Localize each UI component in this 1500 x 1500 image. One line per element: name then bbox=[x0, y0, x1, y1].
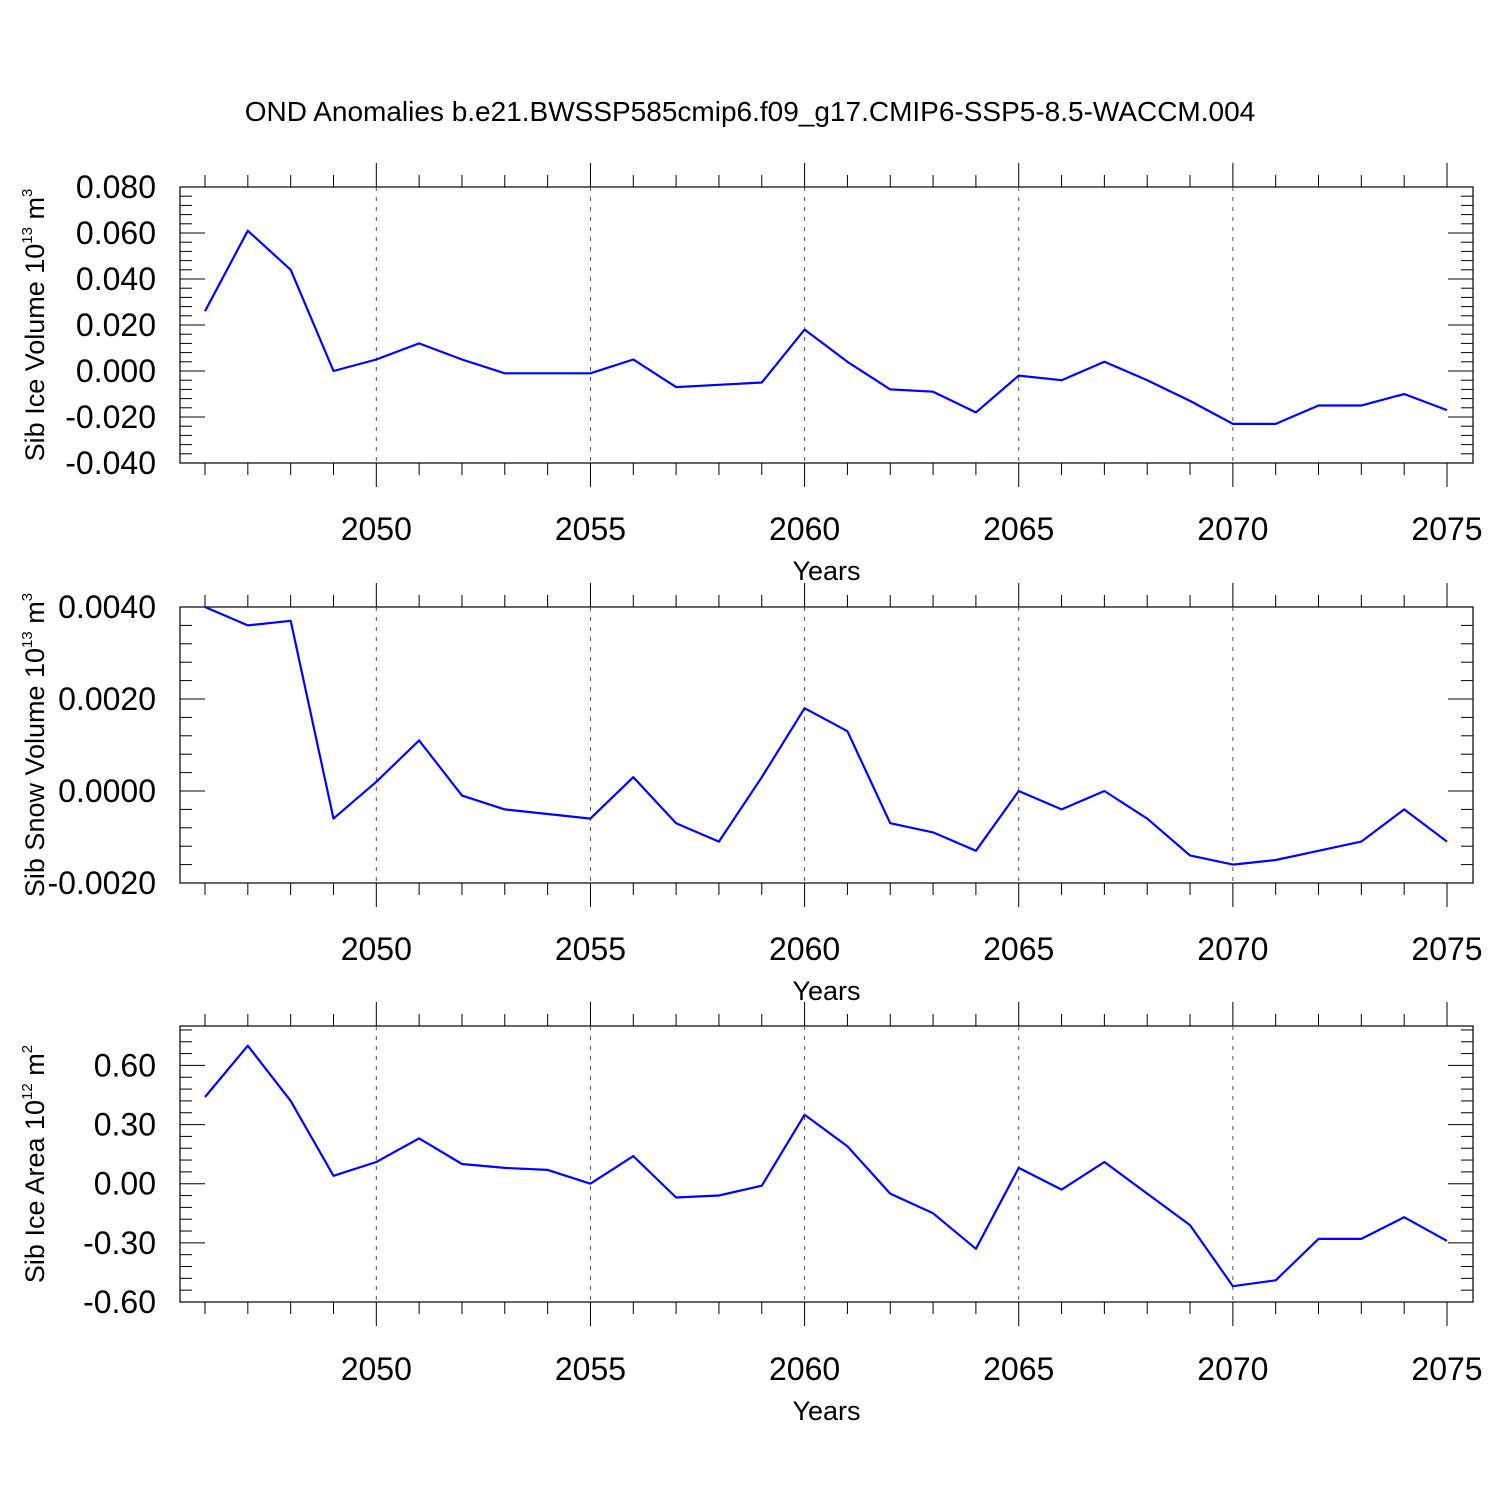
x-tick-label: 2075 bbox=[1411, 1351, 1482, 1387]
chart-panel-3: 0.60 0.30 0.00 -0.30 -0.60 2050 2055 2060 2065 20… bbox=[19, 1002, 1483, 1426]
x-tick-label: 2055 bbox=[555, 511, 626, 547]
plot-frame bbox=[179, 1025, 1474, 1303]
x-tick-label: 2065 bbox=[983, 511, 1054, 547]
x-tick-label: 2075 bbox=[1411, 511, 1482, 547]
y-tick-label: -0.30 bbox=[83, 1225, 156, 1261]
x-tick-label: 2070 bbox=[1197, 931, 1268, 967]
plot-frame bbox=[179, 606, 1474, 884]
y-tick-label: 0.60 bbox=[94, 1047, 156, 1083]
y-tick-label: -0.040 bbox=[65, 445, 156, 481]
y-axis-title: Sib Snow Volume 1013 m3 bbox=[19, 593, 50, 897]
x-axis-title: Years bbox=[792, 556, 860, 586]
chart-panel-2: 0.0040 0.0020 0.0000 -0.0020 2050 2055 2060 206… bbox=[19, 583, 1483, 1006]
y-tick-label: -0.020 bbox=[65, 399, 156, 435]
x-axis-title: Years bbox=[792, 976, 860, 1006]
x-tick-label: 2065 bbox=[983, 931, 1054, 967]
x-tick-label: 2050 bbox=[341, 931, 412, 967]
y-tick-label: 0.040 bbox=[76, 261, 156, 297]
y-tick-label: 0.0000 bbox=[58, 773, 156, 809]
x-tick-label: 2075 bbox=[1411, 931, 1482, 967]
y-tick-label: -0.0020 bbox=[47, 865, 156, 901]
y-tick-label: 0.060 bbox=[76, 215, 156, 251]
y-tick-label: 0.000 bbox=[76, 353, 156, 389]
x-tick-label: 2065 bbox=[983, 1351, 1054, 1387]
y-tick-label: 0.0020 bbox=[58, 681, 156, 717]
page-title: OND Anomalies b.e21.BWSSP585cmip6.f09_g1… bbox=[244, 96, 1256, 127]
y-tick-label: 0.00 bbox=[94, 1166, 156, 1202]
x-tick-label: 2060 bbox=[769, 511, 840, 547]
x-tick-label: 2070 bbox=[1197, 1351, 1268, 1387]
chart-panel-1: 0.080 0.060 0.040 0.020 0.000 -0.020 -0.040 205… bbox=[19, 163, 1483, 586]
y-tick-label: 0.30 bbox=[94, 1107, 156, 1143]
x-tick-label: 2050 bbox=[341, 1351, 412, 1387]
x-tick-label: 2055 bbox=[555, 1351, 626, 1387]
x-tick-label: 2060 bbox=[769, 1351, 840, 1387]
y-tick-label: 0.0040 bbox=[58, 589, 156, 625]
series-line-1 bbox=[204, 605, 1448, 866]
x-tick-label: 2050 bbox=[341, 511, 412, 547]
series-line-1 bbox=[204, 1044, 1448, 1288]
y-tick-label: 0.020 bbox=[76, 307, 156, 343]
y-tick-label: 0.080 bbox=[76, 169, 156, 205]
series-line-1 bbox=[204, 229, 1448, 425]
y-axis-title: Sib Ice Area 1012 m2 bbox=[19, 1045, 50, 1283]
x-tick-label: 2055 bbox=[555, 931, 626, 967]
x-tick-label: 2060 bbox=[769, 931, 840, 967]
y-tick-label: -0.60 bbox=[83, 1284, 156, 1320]
x-axis-title: Years bbox=[792, 1396, 860, 1426]
x-tick-label: 2070 bbox=[1197, 511, 1268, 547]
y-axis-title: Sib Ice Volume 1013 m3 bbox=[19, 189, 50, 462]
